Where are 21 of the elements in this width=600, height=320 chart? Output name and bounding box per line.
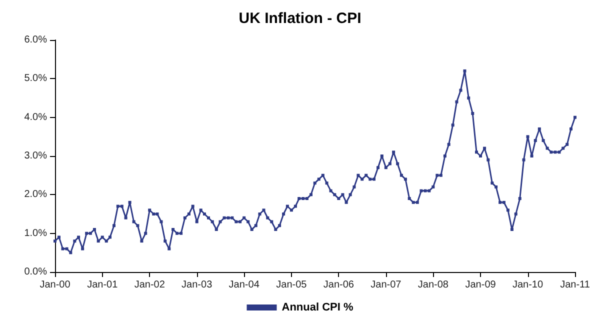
y-tick-label: 6.0% xyxy=(24,34,48,46)
x-tick-label: Jan-03 xyxy=(182,280,213,290)
y-tick-label: 3.0% xyxy=(24,150,48,162)
x-tick-label: Jan-06 xyxy=(323,280,354,290)
y-tick-label: 5.0% xyxy=(24,73,48,84)
x-tick-label: Jan-05 xyxy=(276,280,308,290)
x-tick-label: Jan-00 xyxy=(40,280,71,290)
x-tick-label: Jan-10 xyxy=(512,280,544,290)
x-tick-label: Jan-02 xyxy=(134,280,166,290)
y-tick-label: 2.0% xyxy=(24,189,48,200)
x-tick-label: Jan-09 xyxy=(465,280,496,290)
x-tick-label: Jan-01 xyxy=(87,280,118,290)
y-tick-label: 0.0% xyxy=(24,266,48,278)
x-tick-label: Jan-07 xyxy=(370,280,402,290)
x-tick-label: Jan-11 xyxy=(560,280,590,290)
y-tick-label: 1.0% xyxy=(24,228,48,239)
y-tick-label: 4.0% xyxy=(24,112,48,123)
chart-title: UK Inflation - CPI xyxy=(238,10,362,27)
x-tick-label: Jan-08 xyxy=(418,280,449,290)
x-tick-label: Jan-04 xyxy=(228,280,260,290)
legend-label: Annual CPI % xyxy=(282,302,354,314)
